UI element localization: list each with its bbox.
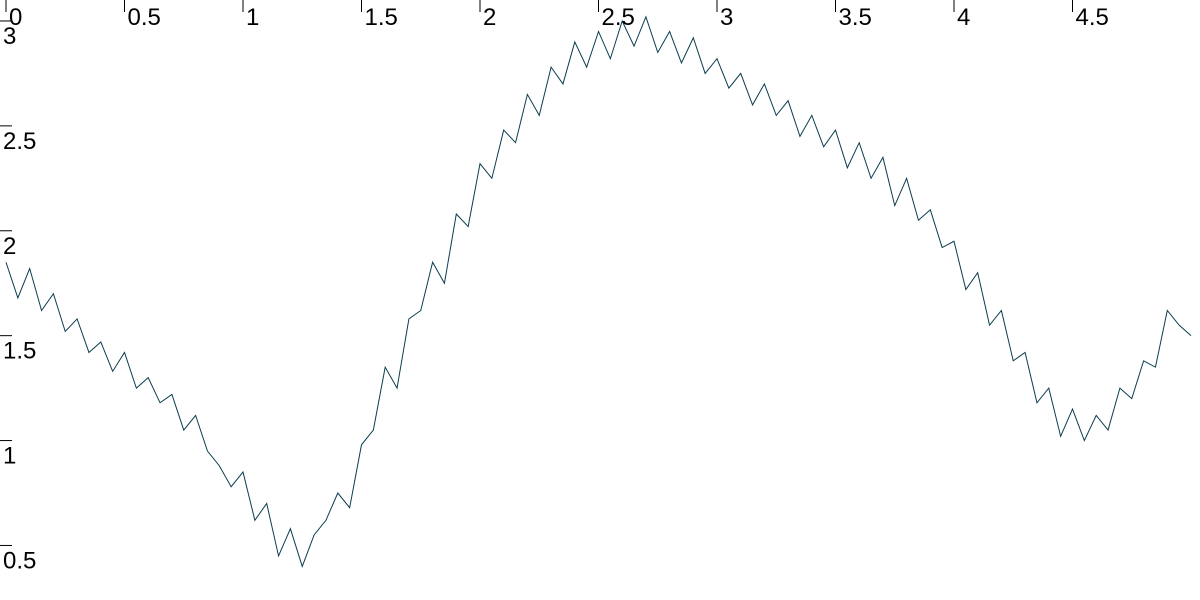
x-tick-label: 4 <box>957 4 970 31</box>
x-tick-label: 3.5 <box>839 4 872 31</box>
y-tick-label: 2 <box>3 233 16 260</box>
x-tick-label: 0 <box>9 4 22 31</box>
data-line <box>5 15 1192 568</box>
x-tick-label: 2 <box>483 4 496 31</box>
x-tick-label: 2.5 <box>602 4 635 31</box>
x-tick-label: 0.5 <box>128 4 161 31</box>
y-tick-label: 2.5 <box>3 128 36 155</box>
x-tick-label: 1.5 <box>365 4 398 31</box>
y-tick-label: 3 <box>3 23 16 50</box>
y-tick-label: 0.5 <box>3 547 36 574</box>
x-tick-label: 3 <box>720 4 733 31</box>
x-tick-label: 4.5 <box>1076 4 1109 31</box>
x-tick-label: 1 <box>246 4 259 31</box>
y-tick-label: 1.5 <box>3 338 36 365</box>
y-tick-label: 1 <box>3 443 16 470</box>
